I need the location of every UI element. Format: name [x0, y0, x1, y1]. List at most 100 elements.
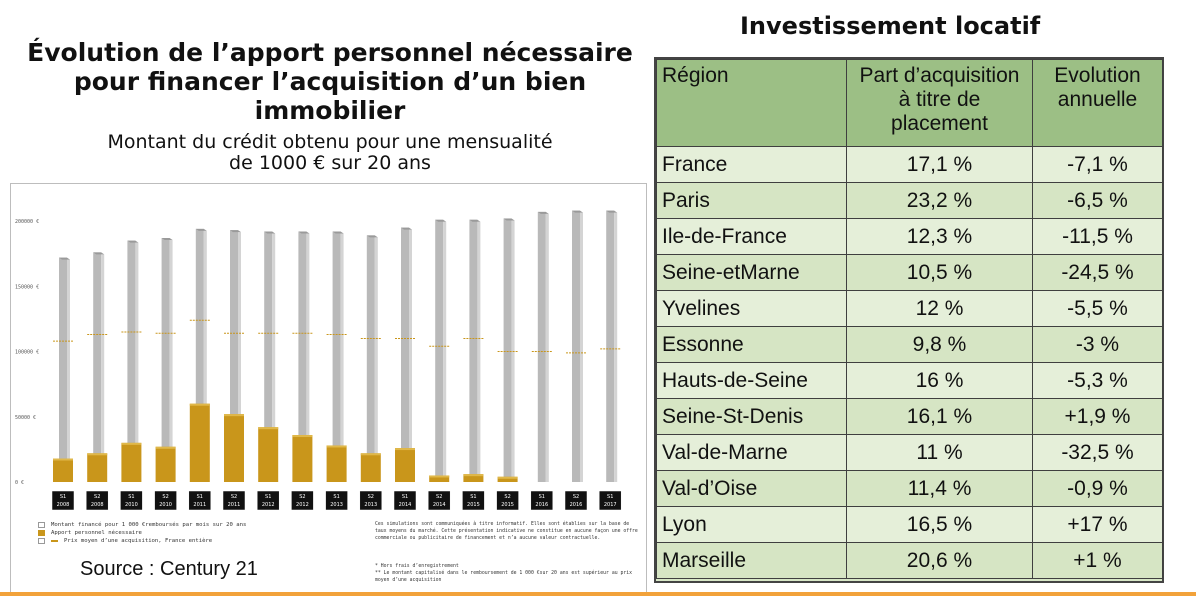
table-row: Val-d’Oise 11,4 % -0,9 %	[656, 470, 1163, 507]
chart-title: Évolution de l’apport personnel nécessai…	[27, 38, 633, 125]
apport-bar	[121, 442, 142, 482]
financed-bar-side	[169, 240, 173, 482]
apport-bar-top	[360, 453, 381, 456]
period-box	[256, 490, 280, 511]
table-row: Yvelines 12 % -5,5 %	[656, 290, 1163, 327]
cell-region: Val-d’Oise	[656, 470, 847, 507]
financed-bar-top	[401, 227, 412, 230]
cell-share: 20,6 %	[846, 542, 1033, 579]
financed-bar-side	[340, 233, 344, 482]
period-box	[291, 490, 314, 511]
table-row: Essonne 9,8 % -3 %	[656, 326, 1163, 363]
financed-bar-top	[503, 218, 515, 221]
period-year: 2010	[125, 502, 138, 508]
period-semester: S1	[470, 494, 476, 500]
financed-bar-top	[366, 235, 378, 238]
table-header-row: Région Part d’acquisition à titre de pla…	[656, 59, 1163, 147]
financed-bar-top	[59, 257, 70, 260]
apport-bar-top	[258, 427, 279, 430]
rental-investment-table: Région Part d’acquisition à titre de pla…	[654, 57, 1164, 583]
cell-share: 12 %	[846, 290, 1033, 327]
period-semester: S2	[368, 494, 374, 500]
period-year: 2014	[399, 502, 412, 508]
financed-bar	[161, 238, 170, 482]
chart-panel: 0 € 50000 € 100000 € 150000 € 200000 € S1 2008…	[10, 183, 647, 593]
period-box	[598, 490, 622, 511]
financed-bar-side	[203, 230, 207, 482]
cell-evolution: -32,5 %	[1032, 434, 1163, 471]
period-year: 2012	[296, 502, 309, 508]
financed-bar	[469, 219, 478, 482]
cell-region: Paris	[656, 182, 847, 219]
period-box	[530, 490, 554, 511]
financed-bar-side	[409, 229, 412, 482]
cell-evolution: -3 %	[1032, 326, 1163, 363]
apport-bar	[326, 445, 347, 482]
financed-bar-side	[614, 212, 618, 482]
period-year: 2017	[604, 502, 617, 508]
financed-bar-side	[580, 212, 583, 482]
footnote: * Hors frais d’enregistrement	[375, 564, 459, 569]
period-box	[496, 490, 519, 511]
period-year: 2012	[262, 502, 275, 508]
financed-bar-side	[238, 232, 241, 482]
legend-item-financed: Montant financé pour 1 000 €remboursés p…	[38, 521, 368, 529]
chart-footnotes: * Hors frais d’enregistrement ** Le mont…	[375, 563, 640, 584]
period-box	[427, 490, 451, 511]
financed-bar	[332, 231, 341, 482]
cell-evolution: -7,1 %	[1032, 146, 1163, 183]
y-tick-label: 0 €	[15, 480, 24, 486]
y-tick-label: 200000 €	[15, 219, 39, 225]
apport-bar-top	[326, 445, 347, 448]
period-year: 2010	[159, 502, 172, 508]
period-year: 2016	[535, 502, 548, 508]
financed-bar-top	[435, 219, 447, 222]
financed-bar-side	[101, 254, 105, 482]
financed-bar-side	[443, 221, 447, 482]
period-year: 2016	[570, 502, 583, 508]
chart-legend: Montant financé pour 1 000 €remboursés p…	[38, 521, 368, 545]
table-row: Lyon 16,5 % +17 %	[656, 506, 1163, 543]
cell-region: Marseille	[656, 542, 847, 579]
header-region: Région	[656, 59, 847, 147]
apport-bar	[292, 435, 313, 482]
apport-bar	[429, 475, 450, 482]
table-row: Ile-de-France 12,3 % -11,5 %	[656, 218, 1163, 255]
cell-region: Lyon	[656, 506, 847, 543]
period-year: 2011	[193, 502, 206, 508]
y-tick-label: 150000 €	[15, 284, 39, 290]
apport-bar-top	[292, 435, 313, 438]
period-box	[393, 490, 417, 511]
data-table: Région Part d’acquisition à titre de pla…	[656, 59, 1163, 579]
table-title: Investissement locatif	[740, 12, 1041, 40]
cell-share: 16,1 %	[846, 398, 1033, 435]
apport-bar-top	[189, 403, 210, 406]
period-semester: S1	[402, 494, 408, 500]
financed-bar	[230, 230, 238, 482]
financed-bar-side	[135, 242, 139, 482]
financed-bar	[59, 257, 67, 482]
cell-region: Hauts-de-Seine	[656, 362, 847, 399]
apport-bar	[87, 453, 108, 482]
period-box	[51, 490, 75, 511]
cell-share: 16,5 %	[846, 506, 1033, 543]
financed-bar-top	[606, 210, 618, 213]
table-row: Paris 23,2 % -6,5 %	[656, 182, 1163, 219]
period-year: 2015	[467, 502, 480, 508]
apport-bar-top	[395, 448, 415, 451]
legend-swatch	[38, 530, 45, 536]
financed-bar-top	[469, 219, 481, 222]
financed-bar-top	[537, 211, 549, 214]
financed-bar-top	[161, 238, 173, 241]
apport-bar-top	[87, 453, 108, 456]
table-row: Seine-etMarne 10,5 % -24,5 %	[656, 254, 1163, 291]
period-semester: S1	[197, 494, 203, 500]
legend-item-average-price: Prix moyen d’une acquisition, France ent…	[38, 537, 368, 545]
period-box	[564, 490, 588, 511]
period-box	[325, 490, 348, 511]
table-row: Seine-St-Denis 16,1 % +1,9 %	[656, 398, 1163, 435]
cell-region: Ile-de-France	[656, 218, 847, 255]
period-semester: S2	[162, 494, 168, 500]
cell-evolution: -6,5 %	[1032, 182, 1163, 219]
financed-bar	[435, 219, 444, 482]
